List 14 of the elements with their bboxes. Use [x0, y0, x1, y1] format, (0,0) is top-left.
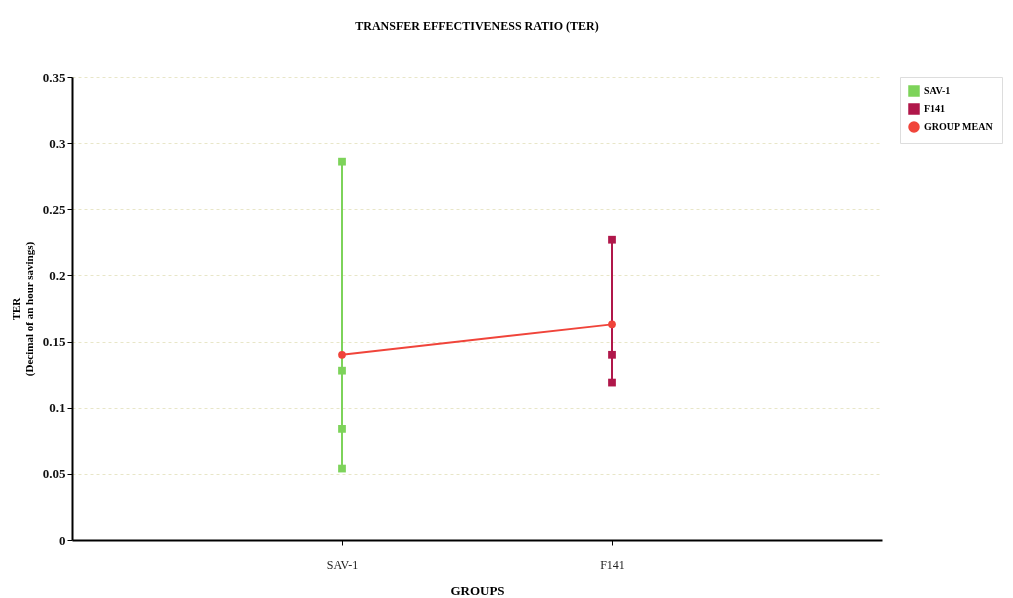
y-axis-title: TER (Decimal of an hour savings): [9, 241, 36, 377]
y-tick-label: 0.3: [49, 135, 66, 151]
legend-label: GROUP MEAN: [924, 121, 994, 132]
y-tick-label: 0.05: [42, 466, 66, 482]
x-axis-title: GROUPS: [450, 582, 505, 598]
y-tick-label: 0.2: [49, 267, 66, 283]
y-tick-label: 0.35: [42, 69, 66, 85]
chart-title: TRANSFER EFFECTIVENESS RATIO (TER): [355, 19, 599, 33]
legend-label: F141: [924, 103, 946, 114]
y-tick-label: 0: [59, 532, 66, 548]
y-tick-label: 0.1: [49, 400, 66, 416]
y-tick-label: 0.25: [42, 201, 66, 217]
y-tick-label: 0.15: [42, 334, 66, 350]
legend-label: SAV-1: [924, 85, 951, 96]
